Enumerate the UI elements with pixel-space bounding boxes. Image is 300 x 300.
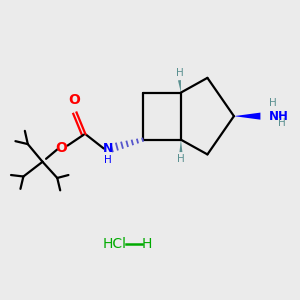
Text: H: H — [141, 237, 152, 251]
Text: H: H — [278, 118, 286, 128]
Polygon shape — [234, 112, 260, 120]
Text: H: H — [104, 155, 112, 165]
Text: H: H — [269, 98, 277, 108]
Text: HCl: HCl — [103, 237, 127, 251]
Text: H: H — [176, 68, 183, 78]
Text: O: O — [55, 141, 67, 154]
Polygon shape — [178, 80, 181, 93]
Text: H: H — [177, 154, 185, 164]
Text: NH: NH — [269, 110, 289, 123]
Polygon shape — [179, 140, 182, 152]
Text: O: O — [68, 93, 80, 107]
Text: N: N — [103, 142, 113, 155]
